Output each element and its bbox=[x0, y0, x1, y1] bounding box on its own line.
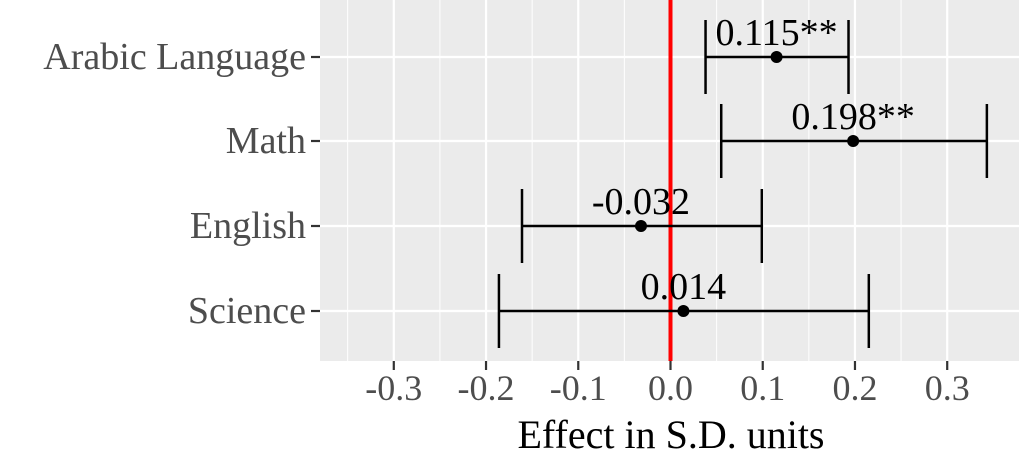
data-label: 0.198** bbox=[791, 96, 915, 138]
y-axis: Arabic Language Math English Science bbox=[43, 36, 320, 332]
data-label: -0.032 bbox=[592, 181, 690, 223]
point-estimate bbox=[847, 135, 860, 147]
x-tick-label: 0.0 bbox=[648, 368, 693, 408]
x-tick-label: -0.3 bbox=[365, 368, 422, 408]
x-tick-label: 0.3 bbox=[925, 368, 970, 408]
data-label: 0.115** bbox=[716, 12, 838, 54]
x-axis-title: Effect in S.D. units bbox=[517, 412, 824, 456]
point-estimate bbox=[770, 51, 783, 63]
category-label: English bbox=[190, 205, 306, 247]
point-estimate bbox=[677, 305, 690, 317]
data-labels: 0.115** 0.198** -0.032 0.014 bbox=[592, 12, 915, 308]
data-label: 0.014 bbox=[641, 266, 727, 308]
category-label: Math bbox=[226, 120, 306, 162]
x-tick-label: 0.2 bbox=[832, 368, 877, 408]
x-axis: -0.3 -0.2 -0.1 0.0 0.1 0.2 0.3 bbox=[365, 361, 970, 408]
category-label: Science bbox=[188, 290, 306, 332]
category-label: Arabic Language bbox=[43, 36, 306, 78]
x-tick-label: -0.2 bbox=[458, 368, 515, 408]
x-tick-label: 0.1 bbox=[740, 368, 785, 408]
x-tick-label: -0.1 bbox=[550, 368, 607, 408]
point-estimates bbox=[634, 51, 860, 317]
point-estimate bbox=[634, 220, 647, 232]
